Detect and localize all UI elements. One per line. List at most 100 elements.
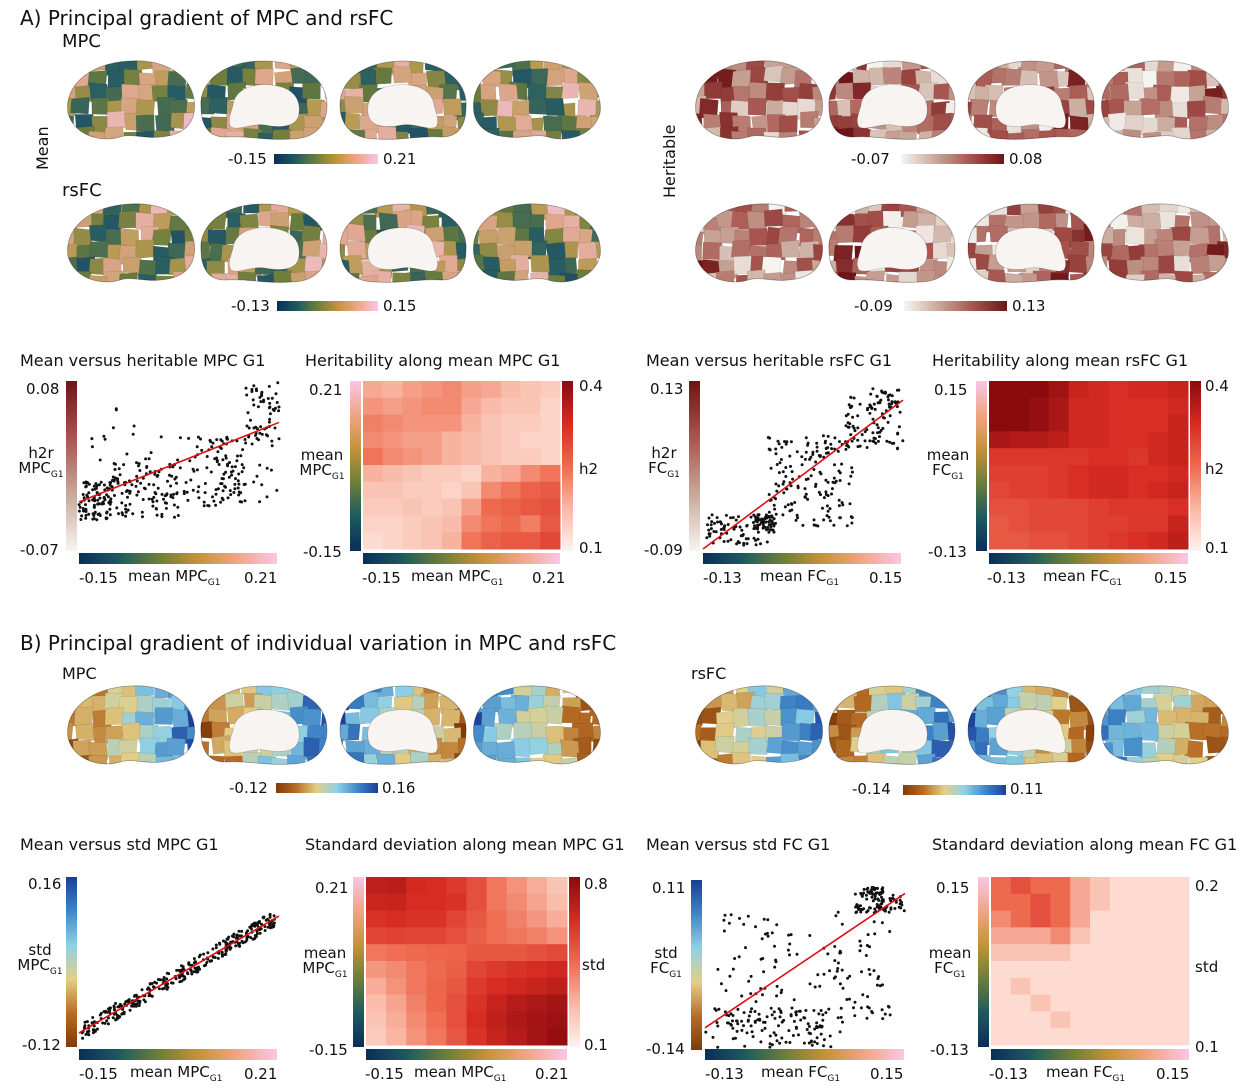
- heatmap-cell: [461, 498, 482, 516]
- scatter-point: [731, 1037, 735, 1041]
- heatmap-cell: [481, 397, 502, 416]
- heatmap-cell: [1050, 893, 1071, 912]
- scatter-point: [106, 1022, 110, 1026]
- scatter-point: [124, 514, 128, 518]
- scatter-point: [124, 1000, 128, 1004]
- scatter-point: [206, 504, 210, 507]
- heatmap-cell: [1030, 977, 1051, 996]
- scatter-point: [836, 1016, 840, 1020]
- scatter-point: [817, 1012, 821, 1016]
- heatmap-cell: [1050, 877, 1071, 895]
- scatter-point: [242, 466, 246, 470]
- scatter-point: [856, 414, 860, 418]
- heatmap-cell: [1068, 448, 1089, 466]
- scatter-point: [833, 945, 837, 948]
- scatter-point: [776, 439, 780, 443]
- scatter-point: [829, 1045, 833, 1049]
- scatter-point: [102, 483, 106, 487]
- scatter-point: [111, 1016, 115, 1020]
- scatter-point: [709, 527, 713, 531]
- plot5-xtick-left: -0.15: [79, 1065, 118, 1083]
- plot7-xtick-right: 0.15: [870, 1065, 904, 1083]
- scatter-point: [780, 1036, 784, 1040]
- scatter-point: [727, 921, 731, 925]
- scatter-point: [237, 472, 241, 476]
- scatter-point: [887, 402, 891, 406]
- scatter-point: [789, 933, 793, 937]
- scatter-point: [214, 943, 218, 947]
- scatter-point: [94, 482, 98, 486]
- heatmap-cell: [1148, 448, 1169, 466]
- scatter-point: [223, 953, 227, 956]
- scatter-point: [259, 400, 263, 404]
- plot7-ylabel: std FCG1: [650, 944, 682, 981]
- scatter-point: [886, 420, 890, 424]
- scatter-point: [750, 1007, 754, 1011]
- scatter-point: [770, 1013, 774, 1017]
- plot8-x-colorbar: [991, 1049, 1189, 1060]
- scatter-point: [869, 392, 873, 396]
- scatter-point: [779, 1011, 783, 1014]
- heatmap-cell: [1090, 877, 1111, 895]
- scatter-point: [246, 411, 250, 415]
- heatmap-cell: [446, 1028, 467, 1046]
- scatter-point: [156, 486, 160, 490]
- scatter-point: [189, 478, 193, 482]
- heatmap-cell: [446, 961, 467, 979]
- heatmap-cell: [426, 877, 447, 895]
- scatter-point: [836, 449, 840, 453]
- scatter-point: [836, 967, 840, 970]
- heatmap-cell: [1168, 498, 1189, 516]
- scatter-point: [169, 484, 173, 488]
- heatmap-cell: [466, 944, 488, 962]
- scatter-point: [131, 432, 135, 436]
- plot3-ytick-bottom: -0.09: [644, 541, 683, 559]
- heatmap-cell: [366, 994, 387, 1012]
- scatter-point: [714, 1008, 718, 1012]
- plot8-cbar-bottom: 0.1: [1195, 1038, 1219, 1056]
- plot1-xlabel: mean MPCG1: [128, 567, 221, 589]
- scatter-point: [144, 457, 148, 461]
- heatmap-cell: [446, 994, 467, 1012]
- scatter-point: [210, 445, 214, 449]
- heatmap-cell: [466, 893, 488, 912]
- heatmap-cell: [526, 893, 548, 912]
- heatmap-cell: [1129, 1028, 1150, 1046]
- scatter-point: [868, 403, 872, 407]
- heatmap-cell: [500, 381, 522, 399]
- heatmap-cell: [1129, 877, 1150, 895]
- heatmap-cell: [540, 515, 561, 533]
- heatmap-cell: [1028, 414, 1050, 432]
- scatter-point: [220, 950, 224, 954]
- scatter-point: [824, 478, 828, 482]
- heatmap-cell: [991, 994, 1012, 1012]
- scatter-point: [736, 1022, 740, 1026]
- heatmap-cell: [406, 944, 427, 962]
- scatter-point: [116, 477, 119, 481]
- scatter-point: [804, 492, 808, 496]
- scatter-point: [767, 523, 771, 527]
- scatter-point: [778, 1041, 782, 1045]
- scatter-point: [774, 512, 778, 516]
- heatmap-cell: [1048, 448, 1070, 466]
- scatter-point: [98, 458, 102, 462]
- scatter-point: [788, 509, 792, 513]
- scatter-point: [790, 1006, 794, 1010]
- scatter-point: [863, 430, 867, 434]
- scatter-point: [880, 895, 883, 899]
- scatter-point: [789, 1013, 793, 1017]
- scatter-point: [211, 441, 215, 445]
- plot5-x-colorbar: [79, 1049, 277, 1060]
- scatter-point: [773, 1016, 777, 1020]
- scatter-point: [794, 1025, 798, 1029]
- rsfc-herit-min-label: -0.09: [854, 297, 893, 315]
- scatter-point: [891, 893, 895, 897]
- scatter-point: [266, 397, 270, 400]
- heatmap-cell: [1048, 381, 1070, 399]
- scatter-point: [188, 459, 192, 463]
- heritable-column-label: Heritable: [660, 124, 679, 198]
- scatter-point: [211, 947, 215, 951]
- heatmap-cell: [1128, 498, 1149, 516]
- heatmap-cell: [989, 498, 1010, 516]
- scatter-point: [240, 500, 244, 504]
